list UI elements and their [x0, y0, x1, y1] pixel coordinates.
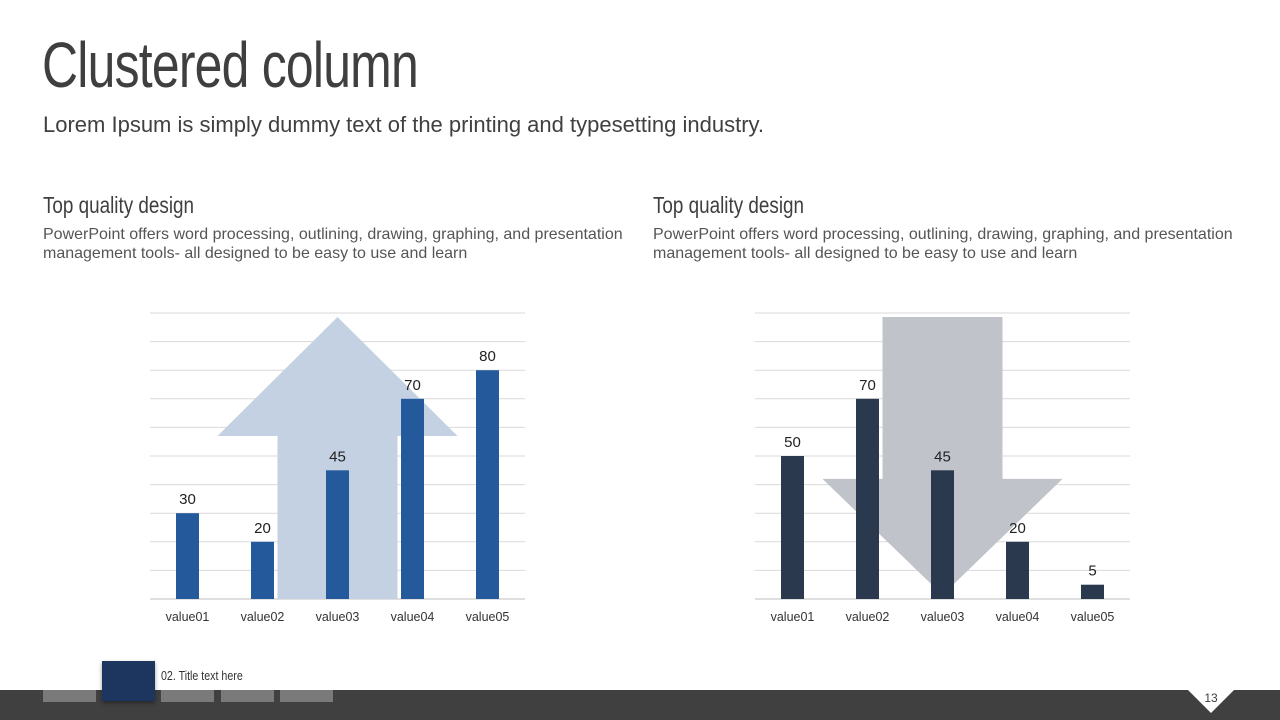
bar-value02: [856, 398, 879, 599]
x-tick-label-value03: value03: [921, 610, 965, 624]
data-label-value01: 30: [179, 491, 196, 508]
data-label-value02: 70: [859, 377, 876, 394]
data-label-value03: 45: [329, 448, 346, 465]
x-tick-label-value01: value01: [771, 610, 815, 624]
bar-value05: [476, 370, 499, 599]
x-tick-label-value02: value02: [241, 610, 285, 624]
footer-nav-tab[interactable]: [221, 690, 274, 702]
up-arrow-graphic: [217, 317, 458, 599]
down-arrow-graphic: [822, 317, 1063, 595]
footer-section-title: 02. Title text here: [161, 668, 243, 683]
footer-nav-tab[interactable]: [161, 690, 214, 702]
left-clustered-column-chart: 30 value01 20 value02 45 value03 70 value04 80 va…: [150, 312, 525, 624]
data-label-value04: 20: [1009, 520, 1026, 537]
bar-value04: [1006, 541, 1029, 599]
slide-title: Clustered column: [42, 29, 419, 101]
right-clustered-column-chart: 50 value01 70 value02 45 value03 20 value04 5 val…: [755, 312, 1130, 624]
left-column-body: PowerPoint offers word processing, outli…: [43, 226, 623, 262]
bar-value01: [781, 456, 804, 599]
right-column-body: PowerPoint offers word processing, outli…: [653, 226, 1233, 262]
x-tick-label-value03: value03: [316, 610, 360, 624]
bar-value03: [931, 470, 954, 599]
data-label-value01: 50: [784, 434, 801, 451]
bar-value05: [1081, 584, 1104, 599]
x-tick-label-value02: value02: [846, 610, 890, 624]
bar-value01: [176, 513, 199, 599]
bar-value03: [326, 470, 349, 599]
x-tick-label-value05: value05: [1071, 610, 1115, 624]
data-label-value05: 80: [479, 348, 496, 365]
x-tick-label-value01: value01: [166, 610, 210, 624]
bar-value04: [401, 398, 424, 599]
page-number-tab: [1188, 690, 1234, 713]
bar-value02: [251, 541, 274, 599]
slide-subtitle: Lorem Ipsum is simply dummy text of the …: [43, 112, 765, 137]
x-tick-label-value05: value05: [466, 610, 510, 624]
x-tick-label-value04: value04: [391, 610, 435, 624]
x-tick-label-value04: value04: [996, 610, 1040, 624]
data-label-value04: 70: [404, 377, 421, 394]
page-number: 13: [1204, 691, 1218, 705]
right-column-heading: Top quality design: [653, 192, 804, 218]
left-column-heading: Top quality design: [43, 192, 194, 218]
data-label-value03: 45: [934, 448, 951, 465]
footer-nav-tab[interactable]: [43, 690, 96, 702]
footer-nav-tab[interactable]: [280, 690, 333, 702]
footer-active-section-block[interactable]: [102, 661, 155, 701]
data-label-value02: 20: [254, 520, 271, 537]
data-label-value05: 5: [1088, 563, 1096, 580]
